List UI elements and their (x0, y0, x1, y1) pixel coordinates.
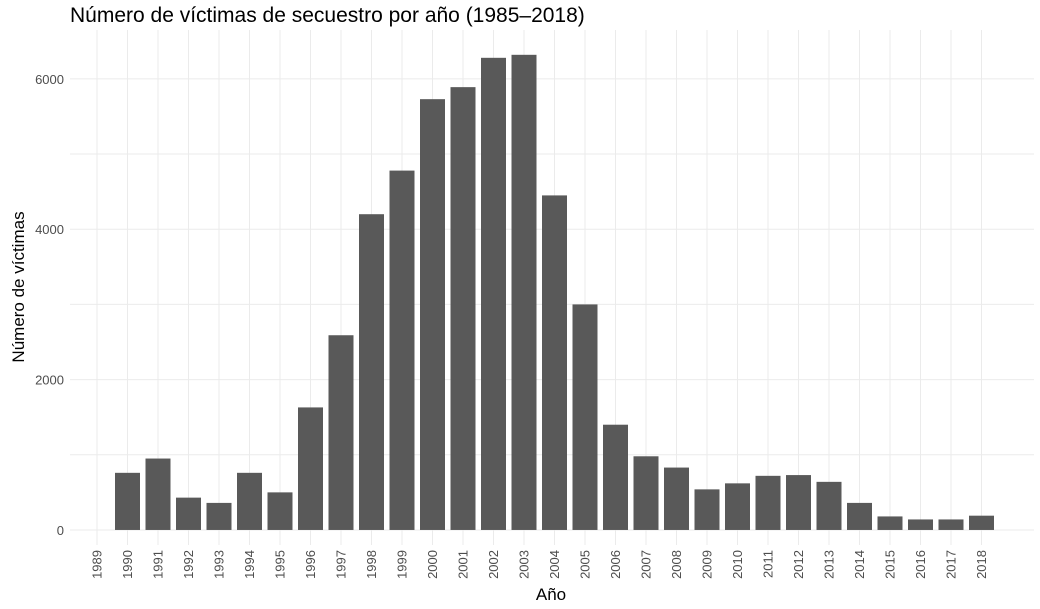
x-tick-label: 2011 (761, 550, 776, 578)
bar-2000 (420, 99, 445, 530)
x-tick-label: 2017 (944, 550, 959, 579)
y-tick-label: 2000 (35, 373, 64, 388)
bar-1997 (328, 335, 354, 530)
x-tick-label: 2002 (486, 550, 501, 579)
x-tick-label: 2005 (578, 550, 593, 579)
x-tick-label: 1996 (303, 550, 318, 579)
chart-title: Número de víctimas de secuestro por año … (70, 4, 585, 27)
x-tick-label: 2015 (883, 550, 898, 579)
bars (115, 54, 994, 530)
bar-1994 (237, 472, 262, 530)
x-tick-label: 2004 (547, 550, 562, 579)
x-tick-label: 2010 (730, 550, 745, 579)
x-tick-label: 1990 (120, 550, 135, 579)
x-tick-label: 2016 (913, 550, 928, 579)
bar-2012 (786, 475, 811, 530)
bar-2006 (603, 424, 628, 530)
x-tick-label: 2003 (517, 550, 532, 579)
bar-1998 (359, 214, 384, 530)
x-tick-label: 2018 (974, 550, 989, 579)
bar-2008 (664, 467, 689, 530)
bar-2011 (755, 475, 781, 530)
x-tick-label: 1994 (242, 550, 257, 579)
bar-2004 (542, 195, 567, 530)
bar-2018 (969, 515, 994, 530)
bar-1995 (267, 492, 293, 530)
x-tick-label: 2001 (456, 550, 471, 579)
x-tick-label: 1992 (181, 550, 196, 579)
bar-2007 (633, 456, 659, 530)
bar-1990 (115, 472, 140, 530)
bar-2009 (694, 489, 720, 530)
bar-1993 (206, 502, 232, 530)
x-axis-ticks: 1989 1990 1991 1992 1993 1994 1995 1996 1997 1998… (90, 550, 990, 579)
x-tick-label: 2012 (791, 550, 806, 579)
bar-2014 (847, 502, 872, 530)
bar-2017 (938, 519, 964, 530)
x-tick-label: 2007 (639, 550, 654, 579)
x-tick-label: 1991 (151, 550, 166, 579)
x-tick-label: 1993 (212, 550, 227, 579)
x-tick-label: 2008 (669, 550, 684, 579)
bar-2002 (481, 57, 506, 530)
bar-2001 (450, 87, 476, 530)
bar-2013 (816, 481, 842, 530)
x-tick-label: 2000 (425, 550, 440, 579)
y-axis-ticks: 0 2000 4000 6000 (35, 72, 64, 538)
bar-2016 (908, 519, 933, 530)
bar-1992 (176, 497, 201, 530)
x-tick-label: 1999 (395, 550, 410, 579)
x-tick-label: 2013 (822, 550, 837, 579)
bar-1991 (145, 458, 171, 530)
x-tick-label: 1995 (273, 550, 288, 579)
x-tick-label: 1998 (364, 550, 379, 579)
y-tick-label: 0 (57, 523, 64, 538)
x-tick-label: 1989 (90, 550, 105, 579)
x-axis-title: Año (536, 585, 566, 604)
x-tick-label: 2009 (700, 550, 715, 579)
x-tick-label: 2006 (608, 550, 623, 579)
bar-2010 (725, 483, 750, 530)
y-tick-label: 6000 (35, 72, 64, 87)
bar-2015 (877, 516, 903, 530)
bar-1999 (389, 170, 415, 530)
bar-2005 (572, 304, 598, 530)
y-tick-label: 4000 (35, 222, 64, 237)
bar-1996 (298, 407, 323, 530)
bar-2003 (511, 54, 537, 530)
x-tick-label: 1997 (334, 550, 349, 579)
y-axis-title: Número de víctimas (9, 211, 28, 362)
x-tick-label: 2014 (852, 550, 867, 579)
